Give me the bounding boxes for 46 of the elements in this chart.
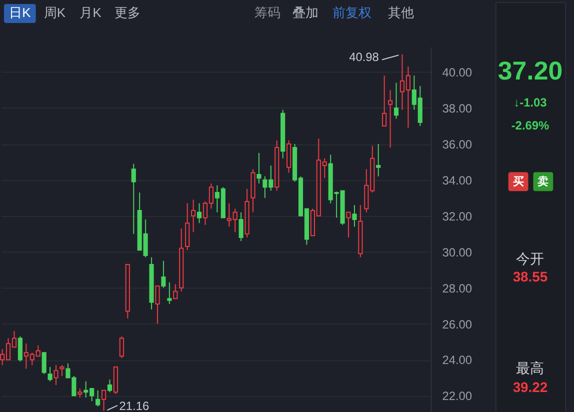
candlestick	[238, 212, 244, 242]
y-tick-label: 30.00	[442, 245, 472, 260]
candlestick	[42, 352, 46, 375]
candlestick	[167, 282, 172, 305]
candlestick	[376, 143, 381, 177]
text: 最高	[516, 360, 544, 376]
candlestick	[256, 152, 262, 184]
candlestick	[119, 336, 124, 358]
candlestick	[96, 390, 100, 408]
text: 更多	[114, 4, 140, 20]
text: ↓-1.03	[514, 96, 548, 110]
candlestick	[18, 336, 23, 362]
text: 37.20	[498, 58, 563, 86]
candlestick	[54, 364, 58, 386]
candlestick	[196, 202, 202, 224]
annotation: 40.98	[349, 50, 380, 64]
y-tick-label: 32.00	[442, 209, 472, 224]
y-tick-label: 26.00	[442, 317, 472, 332]
text: 日K	[9, 4, 32, 20]
y-tick-label: 38.00	[442, 101, 472, 116]
y-tick-label: 40.00	[442, 65, 472, 80]
y-tick-label: 36.00	[442, 137, 472, 152]
text: 周K	[44, 4, 66, 20]
text: 39.22	[512, 379, 548, 396]
candlestick	[60, 364, 64, 376]
y-tick-label: 24.00	[442, 353, 472, 368]
candlestick	[161, 260, 166, 288]
text: 前复权	[332, 4, 372, 20]
text: 月K	[80, 4, 102, 20]
text: 叠加	[292, 4, 318, 20]
y-tick-label: 22.00	[442, 389, 472, 404]
candlestick	[107, 379, 112, 393]
candlestick	[48, 366, 52, 382]
candlestick	[394, 82, 399, 120]
candlestick	[352, 204, 357, 228]
text: 38.55	[512, 268, 548, 285]
candlestick	[131, 163, 136, 234]
annotation: 21.16	[119, 398, 150, 412]
text: 卖	[538, 175, 549, 188]
text: 其他	[388, 4, 414, 20]
text: 筹码	[254, 4, 281, 20]
text: 买	[512, 176, 524, 188]
text: 今开	[516, 250, 544, 267]
y-tick-label: 34.00	[442, 173, 472, 188]
y-tick-label: 28.00	[442, 281, 472, 296]
text: -2.69%	[511, 118, 550, 132]
